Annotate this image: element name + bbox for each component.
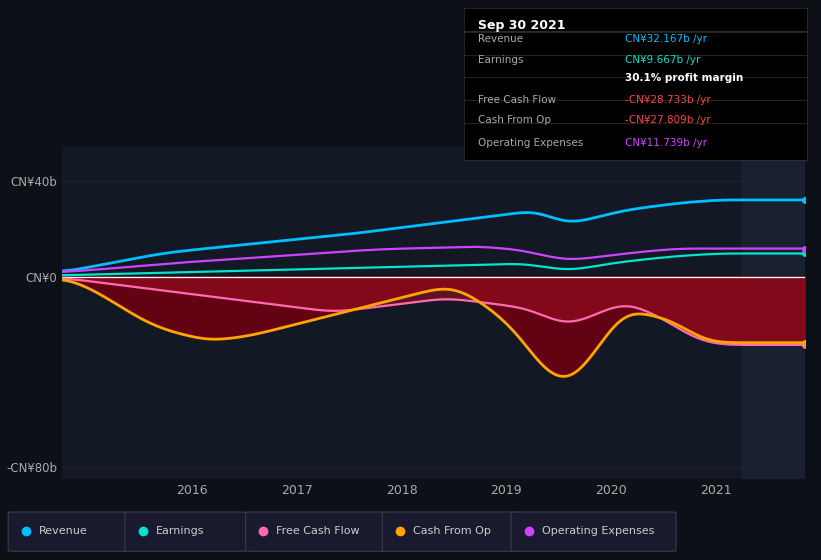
- Text: CN¥9.667b /yr: CN¥9.667b /yr: [625, 54, 700, 64]
- Text: CN¥32.167b /yr: CN¥32.167b /yr: [625, 34, 707, 44]
- Text: 30.1% profit margin: 30.1% profit margin: [625, 73, 743, 83]
- FancyBboxPatch shape: [8, 512, 129, 552]
- Bar: [742, 146, 815, 479]
- Text: CN¥11.739b /yr: CN¥11.739b /yr: [625, 138, 707, 148]
- Text: Revenue: Revenue: [39, 526, 88, 535]
- Text: Cash From Op: Cash From Op: [413, 526, 491, 535]
- Text: Revenue: Revenue: [478, 34, 523, 44]
- Text: -CN¥27.809b /yr: -CN¥27.809b /yr: [625, 115, 711, 125]
- Text: Operating Expenses: Operating Expenses: [542, 526, 654, 535]
- FancyBboxPatch shape: [383, 512, 519, 552]
- Text: Operating Expenses: Operating Expenses: [478, 138, 583, 148]
- Text: Earnings: Earnings: [478, 54, 523, 64]
- Text: Sep 30 2021: Sep 30 2021: [478, 19, 565, 32]
- Text: Free Cash Flow: Free Cash Flow: [276, 526, 360, 535]
- FancyBboxPatch shape: [245, 512, 387, 552]
- Text: Free Cash Flow: Free Cash Flow: [478, 95, 556, 105]
- Text: Cash From Op: Cash From Op: [478, 115, 551, 125]
- FancyBboxPatch shape: [511, 512, 676, 552]
- FancyBboxPatch shape: [125, 512, 245, 552]
- Text: Earnings: Earnings: [155, 526, 204, 535]
- Text: -CN¥28.733b /yr: -CN¥28.733b /yr: [625, 95, 711, 105]
